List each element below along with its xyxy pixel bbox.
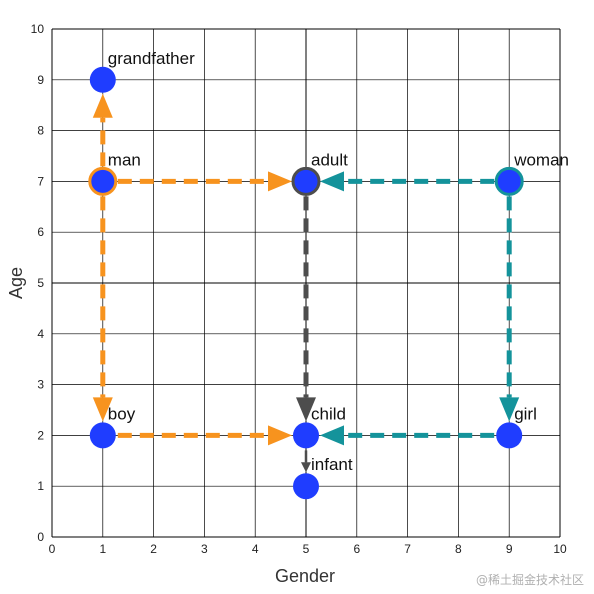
x-tick-label: 1 <box>99 542 106 556</box>
point-grandfather <box>89 66 116 93</box>
arrow-man-to-boy <box>92 196 113 422</box>
arrows <box>92 93 520 473</box>
point-child <box>293 422 319 449</box>
x-tick-label: 6 <box>353 542 360 556</box>
y-tick-label: 9 <box>37 73 44 87</box>
point-man <box>88 166 118 196</box>
arrow-girl-to-child <box>320 425 495 446</box>
point-infant <box>293 473 319 500</box>
point-label-adult: adult <box>311 150 348 169</box>
point-label-woman: woman <box>513 150 569 169</box>
arrow-man-to-adult <box>117 171 292 192</box>
y-tick-label: 0 <box>37 530 44 544</box>
y-tick-label: 8 <box>37 124 44 138</box>
arrow-adult-to-child <box>296 196 316 422</box>
arrow-boy-to-child <box>117 425 292 446</box>
y-axis-label: Age <box>6 267 26 299</box>
x-tick-label: 4 <box>252 542 259 556</box>
arrow-woman-to-girl <box>499 196 520 422</box>
points <box>88 66 524 500</box>
point-label-infant: infant <box>311 455 353 474</box>
point-labels: grandfather man adult woman boy child girl infa… <box>108 49 569 474</box>
arrow-woman-to-adult <box>320 171 495 192</box>
watermark: @稀土掘金技术社区 <box>475 573 584 587</box>
x-tick-label: 9 <box>506 542 513 556</box>
y-tick-label: 10 <box>31 22 45 36</box>
x-tick-label: 0 <box>49 542 56 556</box>
x-tick-label: 3 <box>201 542 208 556</box>
x-tick-label: 5 <box>303 542 310 556</box>
y-tick-label: 2 <box>37 428 44 442</box>
x-tick-label: 8 <box>455 542 462 556</box>
y-tick-label: 4 <box>37 327 44 341</box>
point-boy <box>89 422 116 449</box>
y-tick-label: 6 <box>37 225 44 239</box>
x-tick-label: 2 <box>150 542 157 556</box>
point-label-grandfather: grandfather <box>108 49 195 68</box>
x-tick-label: 7 <box>404 542 411 556</box>
x-tick-label: 10 <box>553 542 567 556</box>
point-girl <box>496 422 523 449</box>
y-tick-label: 5 <box>37 276 44 290</box>
point-label-girl: girl <box>514 404 537 423</box>
y-tick-label: 3 <box>37 378 44 392</box>
point-label-man: man <box>108 150 141 169</box>
x-axis-label: Gender <box>275 566 335 586</box>
point-woman <box>494 166 524 196</box>
point-label-boy: boy <box>108 404 136 423</box>
y-tick-label: 7 <box>37 174 44 188</box>
tick-labels: 0 1 2 3 4 5 6 7 8 9 10 0 1 2 3 4 5 6 7 8 9 10 <box>31 22 567 556</box>
point-adult <box>291 166 321 196</box>
y-tick-label: 1 <box>37 479 44 493</box>
arrow-child-to-infant <box>301 450 311 473</box>
point-label-child: child <box>311 404 346 423</box>
arrow-man-to-grandfather <box>92 93 113 167</box>
